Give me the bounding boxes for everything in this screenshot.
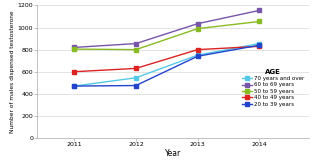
60 to 69 years xyxy=(196,23,199,25)
Line: 60 to 69 years: 60 to 69 years xyxy=(72,9,261,49)
60 to 69 years xyxy=(72,47,76,48)
Line: 20 to 39 years: 20 to 39 years xyxy=(72,43,261,88)
Line: 70 years and over: 70 years and over xyxy=(72,42,261,88)
60 to 69 years xyxy=(257,9,261,11)
40 to 49 years xyxy=(257,45,261,47)
70 years and over xyxy=(72,85,76,87)
60 to 69 years xyxy=(134,43,138,45)
50 to 59 years xyxy=(257,20,261,22)
Y-axis label: Number of males dispensed testosterone: Number of males dispensed testosterone xyxy=(10,10,15,133)
X-axis label: Year: Year xyxy=(165,149,181,157)
70 years and over xyxy=(134,77,138,79)
20 to 39 years xyxy=(257,44,261,46)
20 to 39 years xyxy=(72,85,76,87)
20 to 39 years xyxy=(134,85,138,86)
40 to 49 years xyxy=(134,67,138,69)
40 to 49 years xyxy=(72,71,76,73)
20 to 39 years xyxy=(196,55,199,57)
40 to 49 years xyxy=(196,49,199,51)
Line: 40 to 49 years: 40 to 49 years xyxy=(72,45,261,73)
50 to 59 years xyxy=(196,28,199,30)
70 years and over xyxy=(196,54,199,56)
Line: 50 to 59 years: 50 to 59 years xyxy=(72,20,261,51)
50 to 59 years xyxy=(72,48,76,50)
50 to 59 years xyxy=(134,49,138,51)
70 years and over xyxy=(257,43,261,45)
Legend: 70 years and over, 60 to 69 years, 50 to 59 years, 40 to 49 years, 20 to 39 year: 70 years and over, 60 to 69 years, 50 to… xyxy=(241,67,306,108)
